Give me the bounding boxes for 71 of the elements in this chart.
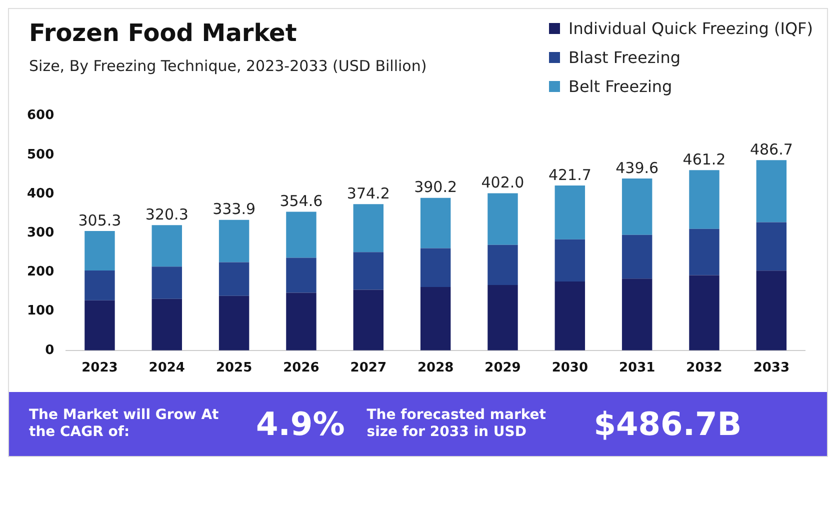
bar [554, 239, 586, 282]
x-tick-label: 2030 [552, 360, 588, 376]
text: The Market will Grow At the CAGR of: [29, 407, 220, 441]
bar [622, 234, 652, 279]
total-label: 333.9 [212, 200, 256, 218]
bar [152, 298, 182, 350]
legend-label: Blast Freezing [568, 48, 680, 67]
bar [286, 292, 316, 350]
total-label: 305.3 [78, 211, 122, 230]
x-tick-label: 2032 [686, 360, 722, 376]
total-label: 390.2 [414, 178, 458, 196]
bar [488, 284, 518, 350]
bar [353, 252, 384, 290]
bar [756, 270, 787, 350]
bar [756, 160, 787, 222]
bar [554, 186, 586, 240]
text: 4.9% [256, 404, 345, 444]
x-tick-label: 2025 [216, 360, 252, 376]
bar [218, 296, 250, 350]
y-tick-label: 300 [26, 225, 54, 240]
bar [353, 204, 384, 252]
bar [218, 262, 250, 296]
chart-title: Frozen Food Market [29, 19, 298, 47]
y-tick-label: 200 [26, 264, 54, 280]
bar [152, 225, 182, 267]
bar [84, 270, 115, 300]
x-tick-label: 2031 [618, 360, 656, 376]
y-tick-label: 600 [26, 108, 54, 124]
bar [689, 228, 720, 276]
bar [488, 244, 518, 285]
bar [286, 258, 316, 293]
total-label: 354.6 [280, 192, 323, 210]
bar [420, 248, 451, 288]
legend-label: Individual Quick Freezing (IQF) [568, 19, 813, 38]
y-tick-label: 0 [45, 342, 54, 358]
bar [689, 170, 720, 229]
text: The forecasted market size for 2033 in USD [366, 407, 547, 441]
bar [622, 278, 652, 350]
bar [554, 282, 586, 350]
x-tick-label: 2029 [484, 360, 521, 376]
bar [84, 300, 115, 350]
x-tick-label: 2027 [350, 360, 386, 376]
total-label: 486.7 [750, 140, 793, 158]
bar [756, 222, 787, 271]
y-tick-label: 400 [26, 186, 54, 202]
bar [488, 193, 518, 245]
bar [218, 220, 250, 262]
total-label: 461.2 [682, 150, 726, 168]
total-label: 320.3 [145, 206, 188, 224]
bar [622, 178, 652, 235]
bar [420, 287, 451, 350]
chart-subtitle: Size, By Freezing Technique, 2023-2033 (USD Billion) [29, 57, 427, 75]
bar [420, 198, 451, 248]
x-tick-label: 2028 [417, 360, 454, 376]
legend-label: Belt Freezing [568, 77, 672, 96]
bar [286, 212, 316, 258]
bar [353, 290, 384, 350]
x-tick-label: 2024 [148, 360, 185, 376]
bar [689, 275, 720, 350]
x-tick-label: 2023 [82, 360, 118, 376]
y-tick-label: 100 [26, 304, 54, 319]
bar [152, 266, 182, 299]
text: $486.7B [594, 404, 742, 444]
y-tick-label: 500 [26, 147, 54, 162]
total-label: 402.0 [481, 174, 524, 192]
total-label: 374.2 [346, 184, 390, 202]
total-label: 439.6 [616, 158, 659, 177]
x-tick-label: 2026 [283, 360, 320, 376]
x-tick-label: 2033 [753, 360, 790, 376]
total-label: 421.7 [548, 166, 592, 184]
bar [84, 231, 115, 271]
